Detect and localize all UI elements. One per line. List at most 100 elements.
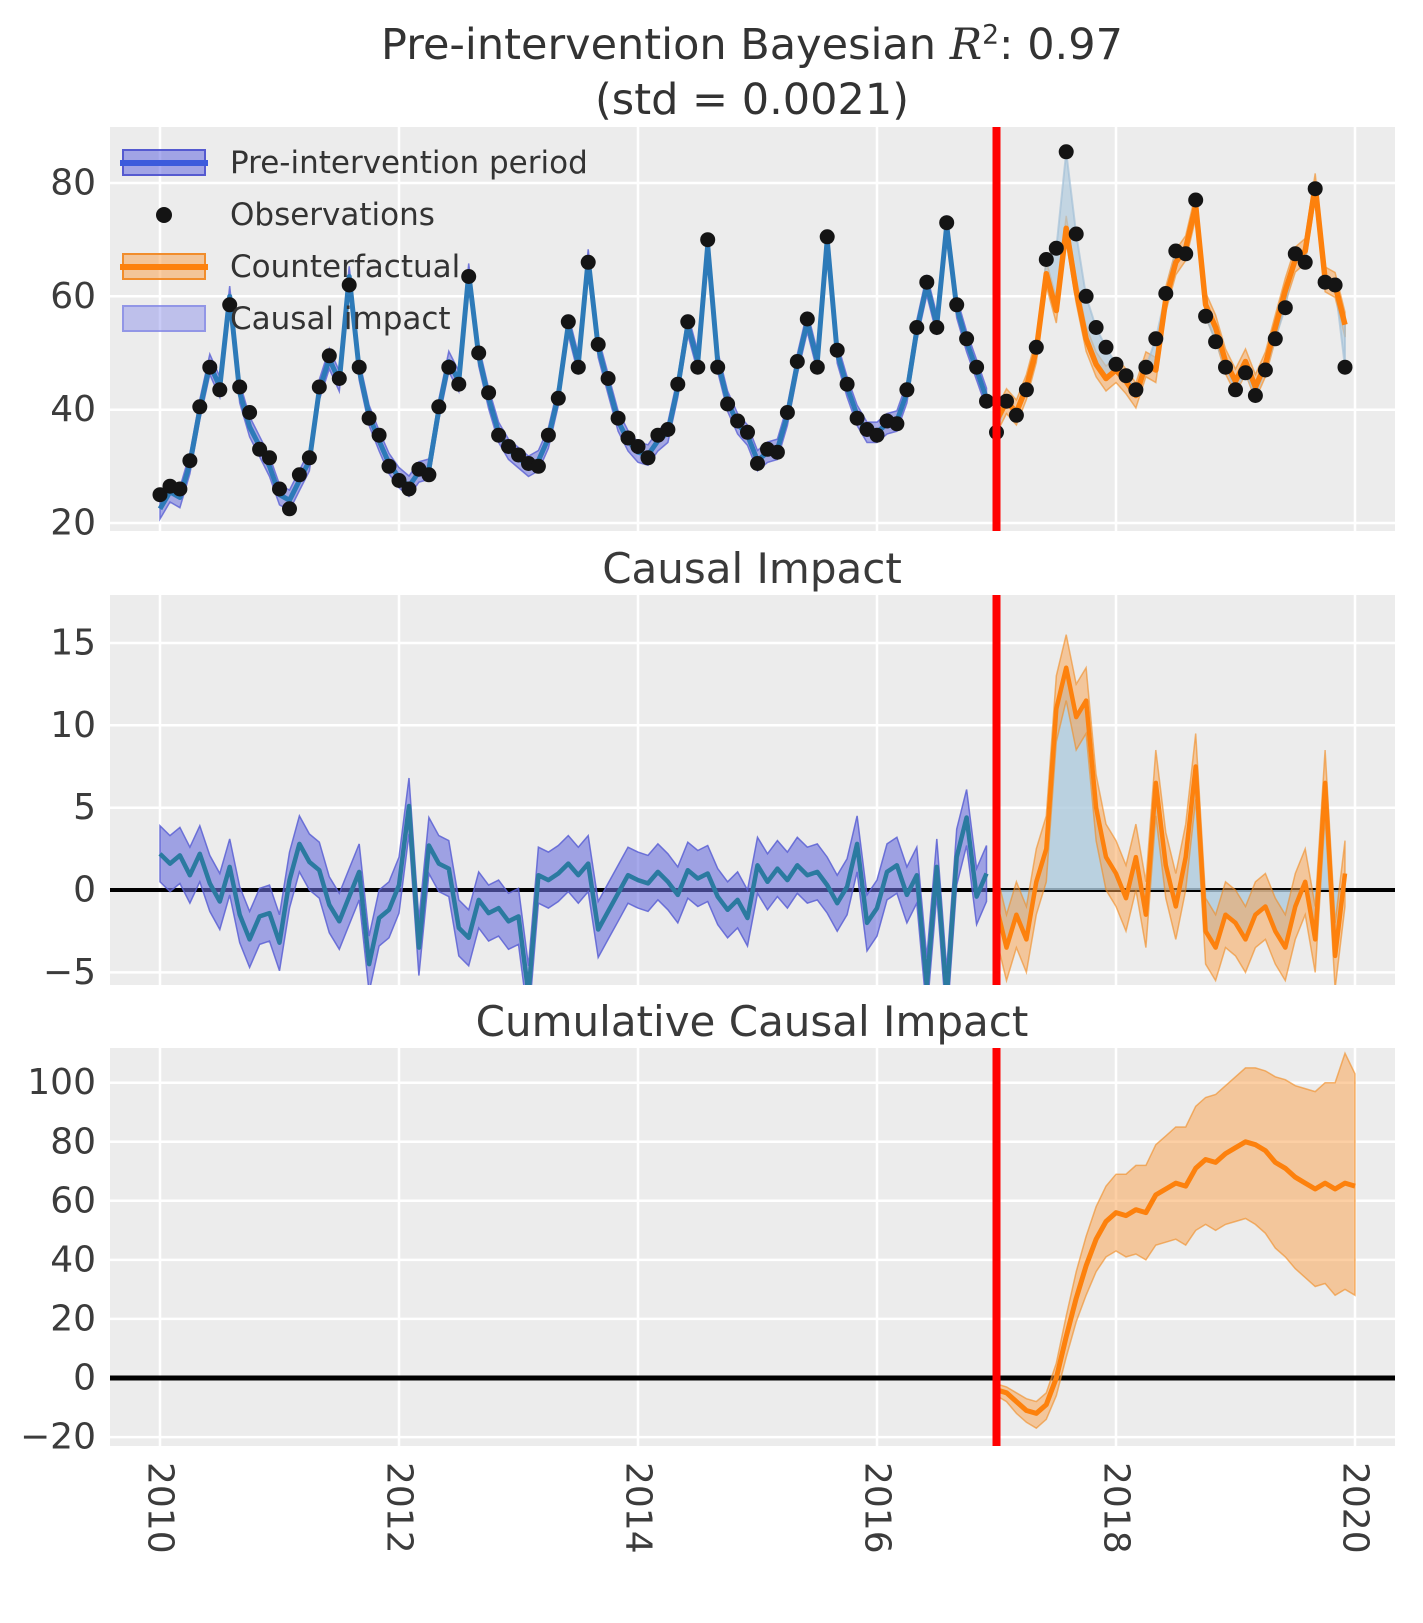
observation-dot — [640, 450, 656, 466]
observation-dot — [311, 379, 327, 395]
observation-dot — [869, 427, 885, 443]
panel2-title: Causal Impact — [602, 544, 902, 593]
observation-dot — [889, 416, 905, 432]
observation-dot — [1038, 252, 1054, 267]
panel2: −5 0 5 10 15 −20 0 20 40 60 80 100 2010 2012 2014 2016 2… — [20, 595, 1395, 1554]
legend-label: Counterfactual — [230, 248, 461, 285]
observation-dot — [341, 277, 357, 293]
observation-dot — [371, 427, 387, 443]
observation-dot — [182, 453, 198, 469]
observation-dot — [501, 439, 516, 454]
y-tick-label: 40 — [50, 1239, 96, 1280]
observation-dot — [1287, 246, 1303, 262]
observation-dot — [1008, 407, 1024, 423]
y-tick-label: 60 — [50, 1180, 96, 1221]
observation-dot — [600, 371, 616, 386]
observation-dot — [262, 450, 277, 466]
observation-dot — [540, 427, 556, 443]
y-tick-label: 100 — [27, 1062, 96, 1103]
observation-dot — [222, 297, 238, 313]
observation-dot — [391, 473, 407, 488]
y-tick-label: 80 — [50, 163, 96, 204]
observation-dot — [999, 393, 1014, 409]
legend: Pre-intervention period Observations Cou… — [120, 143, 588, 338]
observation-dot — [192, 399, 208, 415]
observation-dot — [530, 458, 546, 474]
observation-dot — [949, 297, 965, 313]
impact-pre-line — [158, 803, 989, 985]
observation-dot — [1297, 254, 1313, 270]
observation-dot — [401, 481, 417, 497]
x-tick-label: 2010 — [140, 1462, 181, 1554]
observation-dot — [252, 441, 268, 457]
x-tick-label: 2020 — [1335, 1462, 1376, 1554]
observation-dot — [610, 410, 626, 426]
panel3-title: Cumulative Causal Impact — [475, 997, 1029, 1046]
y-tick-label: −20 — [20, 1417, 96, 1458]
observation-dot — [202, 359, 218, 375]
observation-dot — [471, 345, 487, 361]
observation-dot — [769, 444, 785, 460]
light-purple-band-swatch-icon — [122, 305, 206, 332]
y-tick-label: 40 — [50, 389, 96, 430]
impact-post-line — [994, 665, 1348, 959]
observation-dot — [282, 501, 297, 517]
observation-dot — [1158, 286, 1174, 301]
observation-dot — [451, 376, 467, 392]
x-tick-label: 2018 — [1096, 1462, 1137, 1554]
y-tick-label: 60 — [50, 276, 96, 317]
observation-dot — [740, 424, 755, 440]
observation-dot — [919, 274, 935, 290]
observation-dot — [849, 410, 865, 426]
y-tick-label: 80 — [50, 1121, 96, 1162]
observation-dot — [272, 481, 287, 497]
observation-dot — [630, 439, 646, 454]
observation-dot — [670, 376, 686, 392]
y-tick-label: 10 — [50, 705, 96, 746]
legend-label: Pre-intervention period — [230, 144, 588, 181]
pre-intervention-line — [157, 223, 989, 511]
observation-dot — [690, 359, 706, 375]
observation-dot — [660, 422, 676, 437]
observation-dot — [301, 450, 317, 466]
observation-dot — [789, 354, 805, 369]
observation-dot — [1218, 359, 1233, 375]
observation-dot — [431, 399, 447, 415]
observation-dot — [899, 382, 915, 398]
observation-dot — [590, 337, 606, 352]
observation-dot — [1327, 277, 1343, 293]
observation-dot — [1337, 359, 1353, 375]
observation-dot — [152, 487, 168, 503]
observation-dot — [461, 269, 477, 284]
cumulative-band — [995, 1051, 1356, 1430]
x-tick-label: 2012 — [379, 1462, 420, 1554]
observation-dot — [1198, 308, 1214, 324]
observation-dot — [620, 430, 636, 446]
title-line1: Pre-intervention Bayesian R2: 0.97 — [381, 19, 1123, 70]
observation-dot — [1267, 331, 1283, 347]
observation-dot — [1048, 240, 1064, 256]
legend-label: Observations — [230, 196, 435, 233]
counterfactual-line — [994, 183, 1348, 423]
y-tick-label: −5 — [43, 952, 96, 993]
impact-post-band — [995, 634, 1346, 985]
observation-dot — [421, 467, 437, 483]
observation-dot — [351, 359, 367, 375]
observation-dot — [1018, 382, 1034, 398]
y-tick-label: 20 — [50, 503, 96, 544]
observation-dot — [511, 447, 526, 463]
observation-dot — [1108, 356, 1124, 372]
observation-dot — [550, 390, 566, 406]
orange-band-line-swatch-icon — [120, 253, 208, 280]
observation-dot — [560, 314, 576, 330]
panel1-series — [152, 144, 1353, 522]
y-tick-label: 15 — [50, 623, 96, 664]
observation-dot — [710, 359, 726, 375]
observation-dot — [1208, 334, 1224, 350]
observation-dot — [1307, 181, 1323, 197]
observation-dot — [242, 405, 258, 420]
legend-item-observations: Observations — [122, 195, 588, 234]
x-tick-label: 2016 — [857, 1462, 898, 1554]
y-tick-label: 0 — [73, 870, 96, 911]
